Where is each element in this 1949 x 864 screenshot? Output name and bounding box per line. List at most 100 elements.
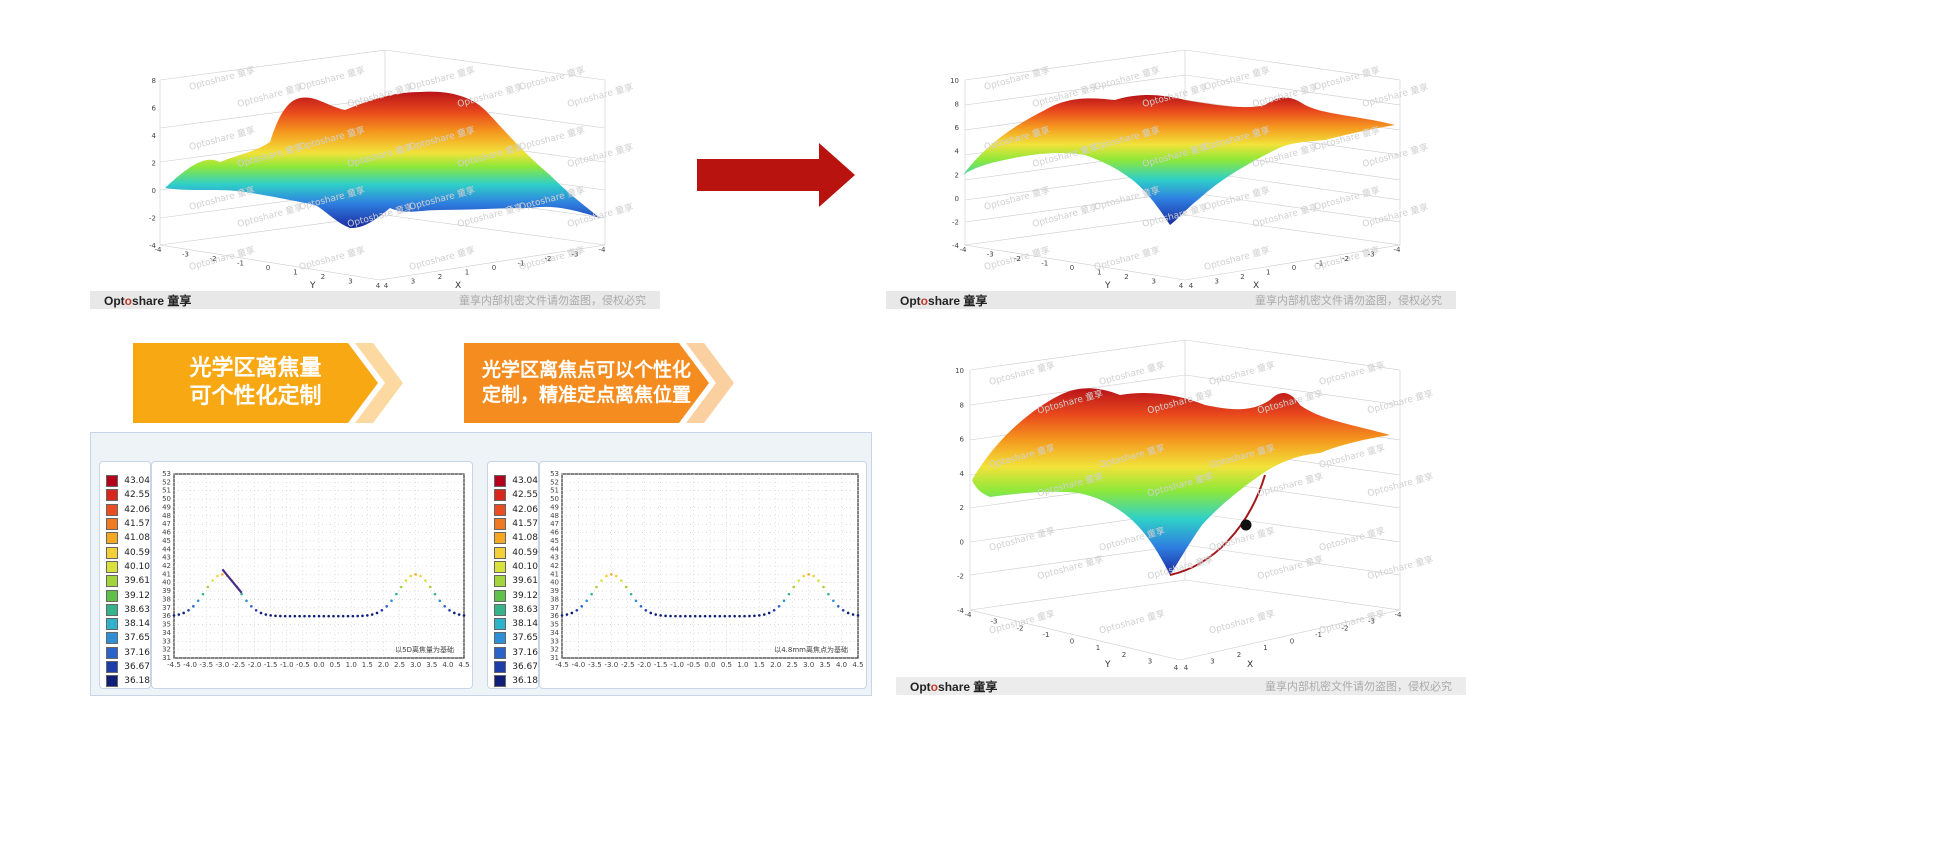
profile-point (703, 614, 707, 618)
z-tick-label: 6 (152, 105, 157, 113)
legend-row: 42.06 (488, 503, 538, 517)
z-tick-label: -4 (149, 242, 157, 250)
watermark-text: Optoshare 童享 (1318, 607, 1386, 636)
profile-point (201, 592, 205, 596)
profile-point (713, 614, 717, 618)
watermark-text: Optoshare 童享 (983, 184, 1051, 213)
x-tick-label: -4.5 (167, 661, 181, 669)
legend-swatch (106, 489, 119, 502)
profile-point (758, 614, 761, 617)
legend-value: 41.57 (512, 519, 538, 530)
y-tick-label: 3 (348, 278, 352, 286)
x-tick-label: -3.5 (588, 661, 602, 669)
legend-row: 38.14 (488, 617, 538, 631)
profile-point (414, 573, 417, 576)
profile-point (629, 592, 633, 596)
legend-value: 36.18 (512, 676, 538, 687)
y-tick-label: 41 (550, 570, 559, 578)
watermark-text: Optoshare 童享 (298, 64, 366, 93)
arrow-right-icon (697, 143, 855, 207)
legend-swatch (106, 618, 119, 631)
x-tick-label: -2 (1342, 624, 1349, 632)
profile-point (753, 614, 756, 618)
legend-swatch (106, 675, 119, 688)
profile-point (654, 613, 658, 616)
legend-swatch (106, 575, 119, 588)
profile-point (570, 611, 574, 615)
x-tick-label: -1.0 (670, 661, 684, 669)
x-tick-label: 1.5 (754, 661, 765, 669)
profile-point (196, 599, 200, 603)
y-tick-label: 50 (162, 495, 171, 503)
legend-swatch (494, 632, 507, 645)
x-axis-label: X (1253, 281, 1259, 291)
x-tick-label: -4.0 (183, 661, 197, 669)
legend-swatch (106, 518, 119, 531)
profile-point (718, 614, 722, 618)
profile-point (634, 599, 638, 603)
y-tick-label: 44 (550, 545, 559, 553)
x-tick-label: 1.0 (737, 661, 748, 669)
y-tick-label: 43 (162, 554, 171, 562)
legend-row: 38.63 (488, 603, 538, 617)
watermark-text: Optoshare 童享 (236, 201, 304, 230)
watermark-text: Optoshare 童享 (1256, 470, 1324, 499)
z-tick-label: 2 (960, 504, 964, 512)
y-tick-label: 51 (162, 487, 171, 495)
x-tick-label: -1.0 (280, 661, 294, 669)
x-tick-label: 1 (1266, 269, 1270, 277)
profile-point (192, 604, 195, 608)
watermark-text: Optoshare 童享 (408, 64, 476, 93)
legend-row: 39.61 (488, 574, 538, 588)
x-tick-label: 4.5 (458, 661, 469, 669)
legend-value: 39.61 (512, 576, 538, 587)
profile-point (565, 613, 569, 616)
y-tick-label: 31 (550, 654, 559, 662)
profile-point (293, 614, 297, 618)
profile-point (259, 611, 263, 615)
legend-swatch (494, 489, 507, 502)
legend-row: 43.04 (100, 474, 150, 488)
x-tick-label: 1 (1263, 644, 1267, 652)
legend-row: 38.63 (100, 603, 150, 617)
legend-swatch (494, 560, 507, 573)
profile-point (856, 614, 860, 617)
legend-row: 37.65 (488, 631, 538, 645)
watermark-text: Optoshare 童享 (1313, 184, 1381, 213)
profile-point (688, 614, 692, 618)
legend-swatch (106, 661, 119, 673)
y-tick-label: 2 (1122, 651, 1126, 659)
x-tick-label: -4 (599, 246, 607, 254)
legend-value: 37.65 (124, 633, 150, 644)
x-tick-label: 0 (492, 264, 496, 272)
x-tick-label: -2 (545, 255, 552, 263)
profile-point (269, 614, 272, 617)
profile-point (822, 585, 825, 589)
y-tick-label: 1 (293, 269, 297, 277)
profile-point (361, 614, 364, 618)
legend-value: 38.14 (512, 619, 538, 630)
profile-point (341, 614, 345, 618)
x-tick-label: 3 (1215, 278, 1219, 286)
profile-point (245, 599, 248, 603)
legend-swatch (494, 646, 507, 659)
legend-row: 41.57 (100, 517, 150, 531)
y-tick-label: 52 (550, 478, 559, 486)
profile-point (399, 585, 403, 589)
legend-row: 37.16 (488, 646, 538, 660)
x-tick-label: 3.5 (820, 661, 831, 669)
y-tick-label: -4 (960, 246, 968, 254)
x-tick-label: -1.5 (264, 661, 278, 669)
y-tick-label: 3 (1152, 278, 1156, 286)
y-tick-label: 43 (550, 554, 559, 562)
y-tick-label: 44 (162, 545, 171, 553)
profile-point (211, 579, 214, 582)
profile-point (595, 585, 598, 589)
legend-swatch (106, 532, 119, 545)
profile-point (346, 614, 350, 618)
legend-swatch (494, 661, 507, 673)
y-tick-label: 40 (162, 579, 171, 587)
profile-point (639, 604, 643, 608)
profile-point (693, 614, 697, 618)
y-tick-label: 31 (162, 654, 171, 662)
